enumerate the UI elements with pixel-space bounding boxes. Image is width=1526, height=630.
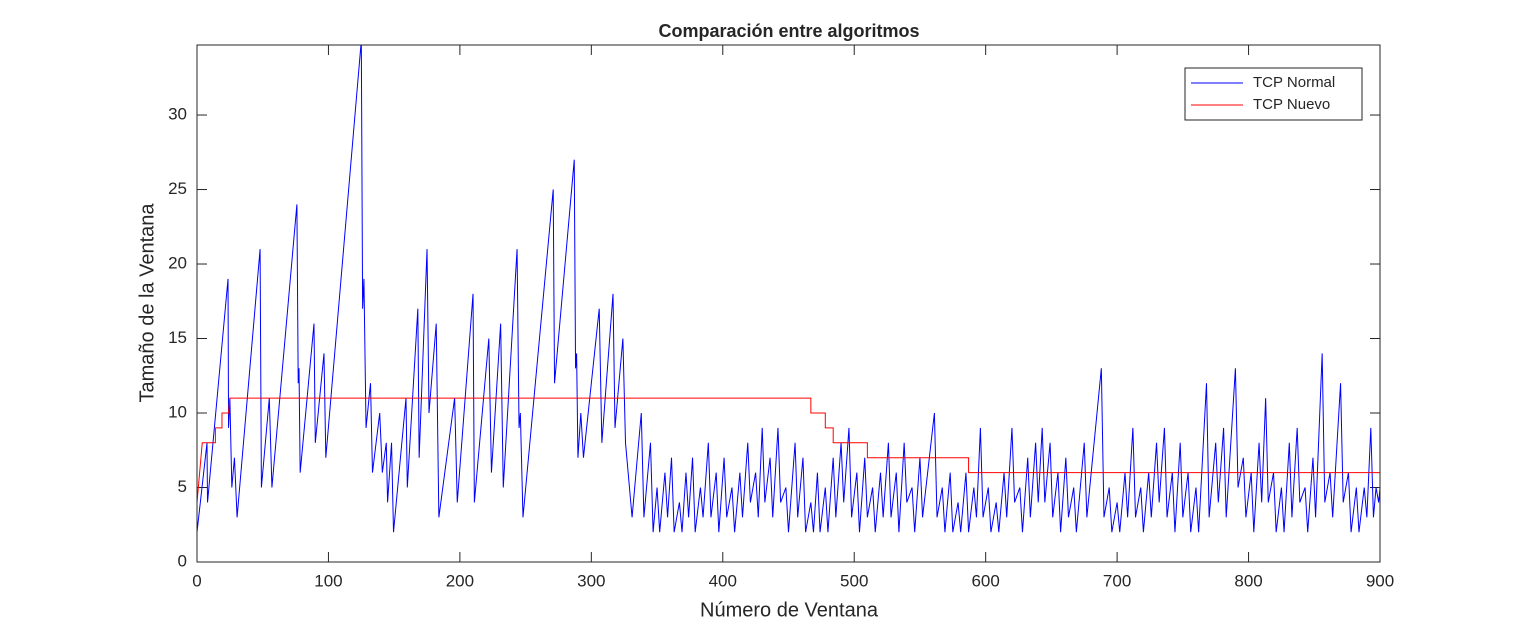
y-tick-label: 25 — [168, 179, 187, 198]
y-axis-label: Tamaño de la Ventana — [136, 203, 158, 403]
x-tick-label: 600 — [971, 571, 999, 590]
x-tick-label: 0 — [192, 571, 201, 590]
legend-label: TCP Normal — [1253, 74, 1335, 91]
plot-area — [197, 45, 1380, 533]
x-axis-label: Número de Ventana — [700, 599, 879, 621]
legend-label: TCP Nuevo — [1253, 96, 1330, 113]
series-line — [197, 45, 1380, 533]
axes-box — [196, 44, 1381, 563]
x-tick-label: 200 — [446, 571, 474, 590]
y-tick-label: 5 — [178, 477, 187, 496]
x-tick-label: 500 — [840, 571, 868, 590]
y-tick-label: 10 — [168, 402, 187, 421]
y-tick-label: 20 — [168, 254, 187, 273]
y-tick-label: 15 — [168, 328, 187, 347]
chart-title: Comparación entre algoritmos — [658, 21, 919, 41]
x-tick-label: 400 — [709, 571, 737, 590]
x-tick-label: 900 — [1366, 571, 1394, 590]
y-tick-label: 0 — [178, 551, 187, 570]
x-tick-label: 100 — [314, 571, 342, 590]
series-line — [197, 397, 1380, 503]
x-tick-label: 800 — [1234, 571, 1262, 590]
y-tick-label: 30 — [168, 105, 187, 124]
legend-box — [1184, 67, 1363, 121]
x-tick-label: 300 — [577, 571, 605, 590]
x-tick-label: 700 — [1103, 571, 1131, 590]
